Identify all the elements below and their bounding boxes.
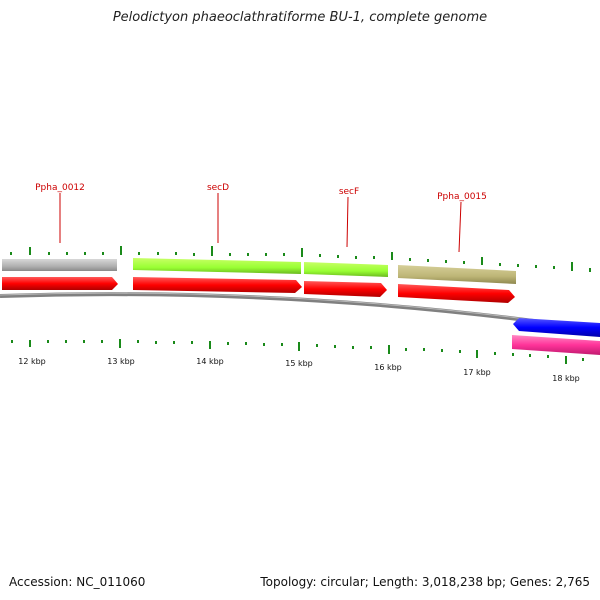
kbp-label-18: 18 kbp [552, 374, 580, 383]
kbp-label-15: 15 kbp [285, 359, 313, 368]
label-leader-lines [59, 193, 462, 253]
cds-arrow-secd [133, 277, 302, 293]
cds-arrow-secf [304, 281, 387, 297]
gene-label-secd: secD [207, 183, 229, 193]
kbp-label-14: 14 kbp [196, 357, 224, 366]
cog-block-magenta [512, 335, 600, 355]
gene-label-ppha-0015: Ppha_0015 [437, 192, 487, 202]
cds-arrow-ppha-0012 [2, 277, 118, 290]
inner-ticks [11, 339, 584, 364]
gene-label-ppha-0012: Ppha_0012 [35, 183, 85, 193]
kbp-label-12: 12 kbp [18, 357, 46, 366]
map-title: Pelodictyon phaeoclathratiforme BU-1, co… [112, 10, 488, 25]
cds-arrow-reverse [513, 318, 600, 337]
kbp-label-17: 17 kbp [463, 368, 491, 377]
outer-ticks [10, 246, 591, 272]
cog-block-green-2 [304, 262, 388, 277]
cog-block-gray [2, 259, 117, 271]
kbp-label-13: 13 kbp [107, 357, 135, 366]
genome-backbone [0, 292, 600, 332]
gene-label-secf: secF [339, 187, 359, 197]
cog-ring [2, 258, 516, 284]
kbp-label-16: 16 kbp [374, 363, 402, 372]
cds-forward-ring [2, 277, 515, 303]
cds-arrow-ppha-0015 [398, 284, 515, 303]
genome-stats-text: Topology: circular; Length: 3,018,238 bp… [260, 575, 590, 589]
cog-block-olive [398, 265, 516, 284]
cog-block-green-1 [133, 258, 301, 274]
accession-text: Accession: NC_011060 [9, 575, 146, 589]
